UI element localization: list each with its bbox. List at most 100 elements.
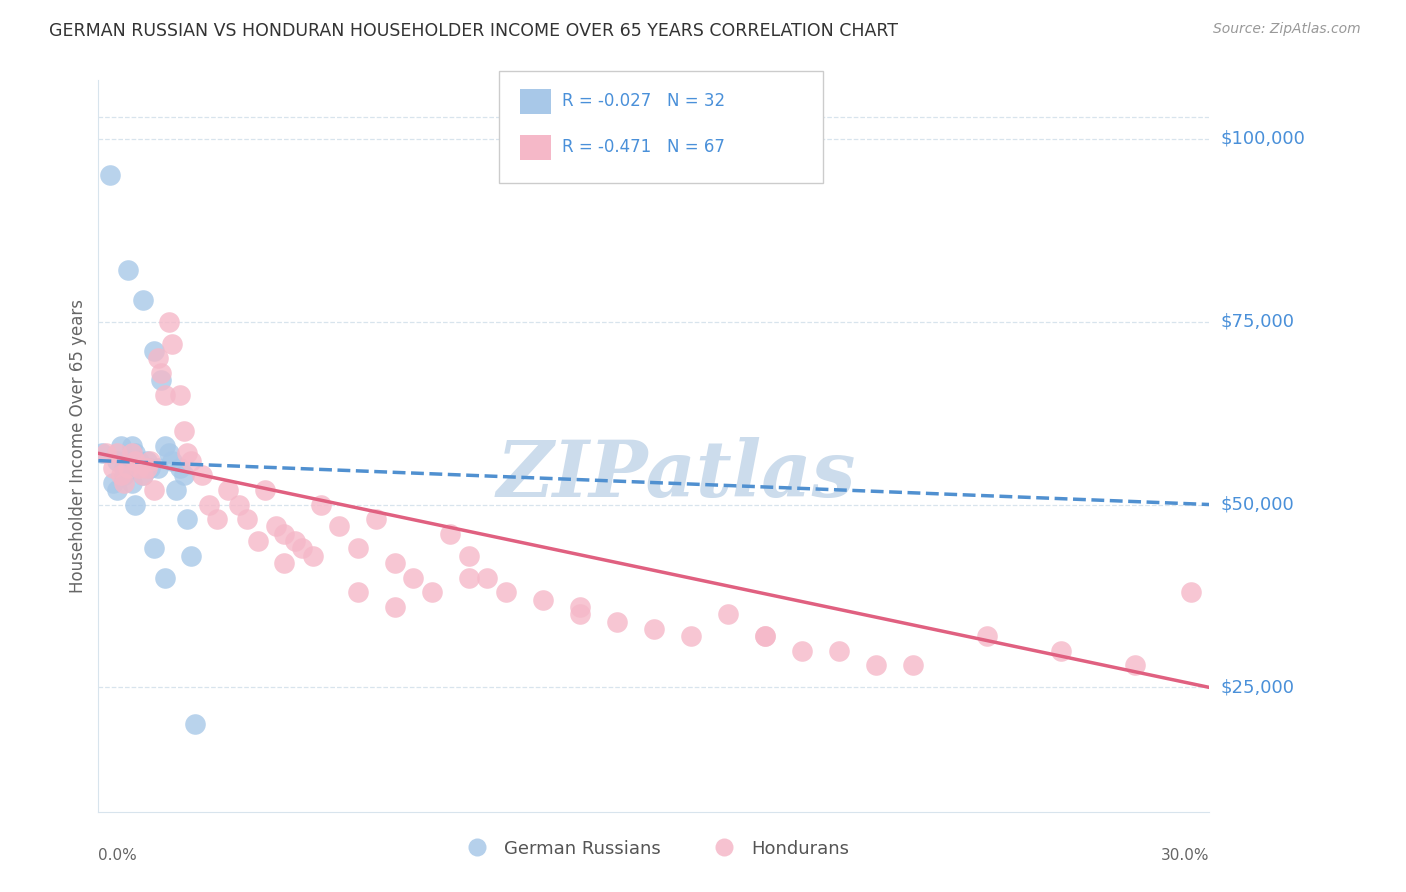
Point bbox=[309, 498, 332, 512]
Text: 0.0%: 0.0% bbox=[98, 848, 138, 863]
Point bbox=[132, 293, 155, 307]
Point bbox=[150, 373, 173, 387]
Point bbox=[165, 483, 187, 497]
Point bbox=[105, 453, 128, 467]
Point bbox=[98, 169, 121, 183]
Point bbox=[139, 453, 162, 467]
Text: 30.0%: 30.0% bbox=[1161, 848, 1209, 863]
Point bbox=[475, 571, 499, 585]
Point bbox=[105, 483, 128, 497]
Point bbox=[112, 475, 135, 490]
Point bbox=[143, 541, 166, 556]
Text: $25,000: $25,000 bbox=[1220, 679, 1295, 697]
Point bbox=[157, 446, 180, 460]
Text: ZIPatlas: ZIPatlas bbox=[496, 437, 856, 514]
Text: Source: ZipAtlas.com: Source: ZipAtlas.com bbox=[1213, 22, 1361, 37]
Point bbox=[264, 519, 287, 533]
Point bbox=[302, 549, 325, 563]
Point bbox=[173, 425, 195, 439]
Point bbox=[157, 315, 180, 329]
Point bbox=[112, 468, 135, 483]
Point bbox=[105, 446, 128, 460]
Point bbox=[180, 549, 202, 563]
Point bbox=[124, 453, 146, 467]
Point bbox=[146, 351, 169, 366]
Point bbox=[117, 461, 139, 475]
Point bbox=[128, 461, 150, 475]
Point bbox=[531, 592, 554, 607]
Point bbox=[112, 461, 135, 475]
Point bbox=[191, 468, 214, 483]
Point bbox=[150, 366, 173, 380]
Text: R = -0.027   N = 32: R = -0.027 N = 32 bbox=[562, 92, 725, 111]
Point bbox=[384, 556, 406, 570]
Point bbox=[457, 571, 479, 585]
Point bbox=[865, 658, 887, 673]
Point bbox=[121, 475, 143, 490]
Legend: German Russians, Hondurans: German Russians, Hondurans bbox=[451, 832, 856, 865]
Point bbox=[346, 585, 368, 599]
Point bbox=[135, 461, 157, 475]
Point bbox=[110, 468, 132, 483]
Text: R = -0.471   N = 67: R = -0.471 N = 67 bbox=[562, 138, 725, 156]
Point bbox=[143, 483, 166, 497]
Point bbox=[643, 622, 665, 636]
Point bbox=[291, 541, 314, 556]
Point bbox=[176, 512, 198, 526]
Point bbox=[273, 556, 295, 570]
Point bbox=[402, 571, 425, 585]
Point bbox=[153, 388, 176, 402]
Point bbox=[135, 453, 157, 467]
Text: $50,000: $50,000 bbox=[1220, 496, 1294, 514]
Point bbox=[253, 483, 276, 497]
Point bbox=[121, 439, 143, 453]
Point bbox=[94, 446, 117, 460]
Point bbox=[384, 599, 406, 614]
Point bbox=[217, 483, 239, 497]
Point bbox=[176, 446, 198, 460]
Text: GERMAN RUSSIAN VS HONDURAN HOUSEHOLDER INCOME OVER 65 YEARS CORRELATION CHART: GERMAN RUSSIAN VS HONDURAN HOUSEHOLDER I… bbox=[49, 22, 898, 40]
Point bbox=[117, 263, 139, 277]
Point bbox=[103, 475, 125, 490]
Point bbox=[183, 717, 205, 731]
Point bbox=[679, 629, 702, 643]
Point bbox=[284, 534, 307, 549]
Point bbox=[169, 461, 191, 475]
Point bbox=[205, 512, 228, 526]
Point bbox=[153, 571, 176, 585]
Point bbox=[228, 498, 250, 512]
Point bbox=[754, 629, 776, 643]
Point bbox=[366, 512, 388, 526]
Point bbox=[153, 439, 176, 453]
Point bbox=[128, 453, 150, 467]
Point bbox=[162, 336, 184, 351]
Point bbox=[717, 607, 740, 622]
Point bbox=[162, 453, 184, 467]
Point bbox=[146, 461, 169, 475]
Point bbox=[420, 585, 443, 599]
Point bbox=[124, 446, 146, 460]
Point bbox=[246, 534, 269, 549]
Point bbox=[495, 585, 517, 599]
Text: $75,000: $75,000 bbox=[1220, 313, 1295, 331]
Point bbox=[606, 615, 628, 629]
Point bbox=[790, 644, 813, 658]
Point bbox=[568, 599, 591, 614]
Point bbox=[439, 526, 461, 541]
Point bbox=[568, 607, 591, 622]
Point bbox=[1050, 644, 1073, 658]
Point bbox=[198, 498, 221, 512]
Point bbox=[901, 658, 924, 673]
Point bbox=[132, 468, 155, 483]
Point bbox=[754, 629, 776, 643]
Point bbox=[457, 549, 479, 563]
Point bbox=[139, 461, 162, 475]
Point bbox=[143, 343, 166, 358]
Text: $100,000: $100,000 bbox=[1220, 130, 1305, 148]
Point bbox=[124, 498, 146, 512]
Y-axis label: Householder Income Over 65 years: Householder Income Over 65 years bbox=[69, 299, 87, 593]
Point bbox=[1123, 658, 1146, 673]
Point bbox=[91, 446, 114, 460]
Point bbox=[132, 468, 155, 483]
Point bbox=[273, 526, 295, 541]
